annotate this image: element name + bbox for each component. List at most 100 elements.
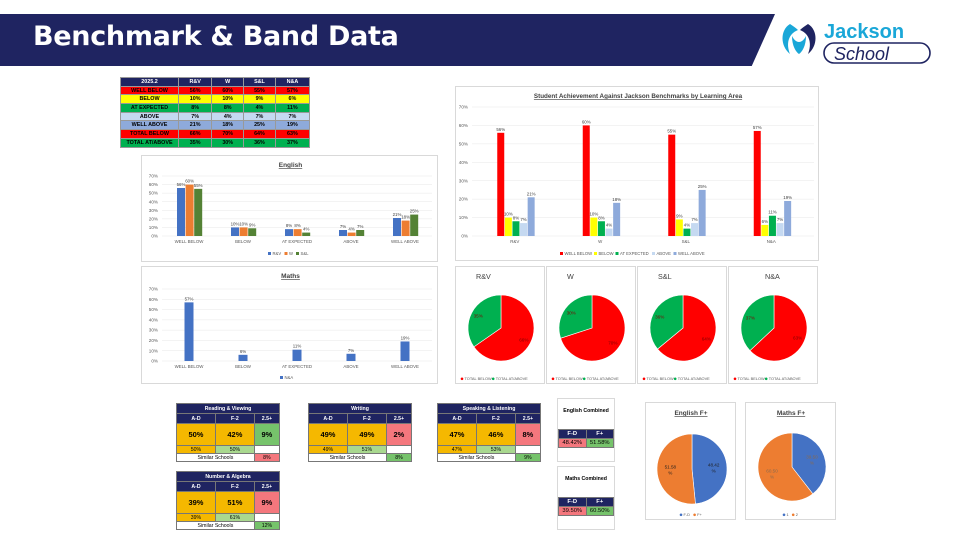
summary-row-label: BELOW [120,94,179,105]
summary-cell: 8% [177,103,213,113]
bar-r-v-well-below [177,188,185,236]
x-tick-label: N&A [767,239,776,244]
data-label: 8% [598,215,604,220]
y-tick-label: 70% [149,174,158,179]
legend-entry: WELL ABOVE [678,251,705,256]
x-tick-label: S&L [682,239,691,244]
bar-well-above-s-l [698,189,706,236]
data-label: 19% [401,335,410,340]
pie-slice-total-below [749,294,808,362]
band-value: 50% [176,423,216,446]
x-tick-label: ABOVE [343,239,358,244]
pie-na-chart: N&A 63% 37% TOTAL BELOW TOTAL AT/ABOVE [733,272,808,381]
band-value: 49% [308,423,348,446]
similar-schools-label: Similar Schools [176,521,255,530]
bar-r-v-at-expected [285,229,293,236]
pie-slice-total-below [473,294,535,362]
x-tick-label: BELOW [235,239,252,244]
summary-row-label: TOTAL BELOW [120,129,179,139]
bar-well-above-n-a [784,200,792,236]
legend-entry: W [289,251,293,256]
summary-cell: 63% [274,129,311,139]
english-chart: English 0% 10% 20% 30% 40% 50% 60% 70% WELL BELOW… [149,162,432,256]
data-label: 7% [340,224,346,229]
summary-cell: 19% [274,120,311,131]
summary-header-n-a: N&A [274,77,311,87]
pie-slice-total-below [560,294,626,362]
data-label: 7% [348,348,354,353]
y-tick-label: 10% [149,225,158,230]
similar-value: 53% [475,445,516,454]
x-tick-label: AT EXPECTED [282,239,312,244]
data-label: 4% [303,227,309,232]
y-tick-label: 60% [459,123,468,128]
bar-w-well-above [401,220,410,236]
similar-schools-value: 8% [253,453,281,462]
pie-slice-total-below [657,294,717,362]
band-col-header: F-2 [214,413,255,424]
data-label: 18% [401,215,410,220]
legend-swatch-2 [791,513,795,517]
x-tick-label: WELL BELOW [175,364,205,369]
band-col-header: A-D [176,413,216,424]
bar-w-well-below [185,184,194,236]
pie-data-label: 35% [474,314,483,319]
band-table-writing: Writing A-D F-2 2.5+ 49% 49% 2% 49% 51% Similar S… [308,403,413,462]
band-value: 42% [214,423,255,446]
summary-header-2025-2: 2025.2 [120,77,179,87]
data-label: 4% [348,227,354,232]
legend-entry: S&L [301,251,310,256]
bar-above-r-v [520,223,528,236]
legend-swatch-r-v [268,252,271,255]
band-title: Speaking & Listening [437,403,541,414]
band-col-header: 2.5+ [253,481,281,492]
x-tick-label: W [598,239,603,244]
similar-schools-label: Similar Schools [176,453,255,462]
chart-title: W [567,272,574,281]
logo-text-jackson: Jackson [824,21,904,43]
bar-s-l-below [248,228,257,236]
band-col-header: A-D [437,413,477,424]
summary-cell: 4% [211,111,245,122]
pie-data-label: 70% [608,341,617,346]
legend-swatch-total-below [733,377,737,381]
bar-well-above-w [613,202,621,236]
english-f-plus-panel: English F+ 48.42% 51.58% F-D F+ [645,402,736,520]
band-value: 51% [214,491,255,514]
legend-entry: WELL BELOW [565,251,593,256]
y-tick-label: 10% [459,215,468,220]
chart-title: Maths F+ [777,410,806,417]
bar-above-n-a [776,223,784,236]
y-tick-label: 40% [149,199,158,204]
band-title: Number & Algebra [176,471,280,482]
band-title: Writing [308,403,412,414]
data-label: 10% [231,221,240,226]
summary-row-label: WELL ABOVE [120,120,179,131]
summary-table: 2025.2 R&V W S&L N&A WELL BELOW 56% 60% 55% 57% B… [120,77,311,148]
bar-well-below-s-l [668,134,676,236]
pie-data-label: 63% [793,336,802,341]
chart-title: N&A [765,272,780,281]
legend-swatch-f [693,513,696,517]
legend-swatch-n-a [280,376,283,379]
band-value: 46% [475,423,516,446]
data-label: 10% [504,212,513,217]
band-value: 49% [346,423,387,446]
pie-na-panel: N&A 63% 37% TOTAL BELOW TOTAL AT/ABOVE [728,266,818,384]
combined-col-header: F+ [585,429,614,439]
data-label: 8% [294,223,300,228]
y-tick-label: 30% [149,328,158,333]
chart-title: English [279,162,303,169]
legend-swatch-total-at-above [582,377,586,381]
page-title: Benchmark & Band Data [33,21,399,52]
x-tick-label: AT EXPECTED [282,364,312,369]
chart-title: English F+ [674,410,707,417]
data-label: 60% [582,119,591,124]
pie-w-panel: W 70% 30% TOTAL BELOW TOTAL AT/ABOVE [546,266,636,384]
pie-data-label: % [668,471,672,476]
achievement-chart-panel: Student Achievement Against Jackson Benc… [455,86,819,261]
chart-title: Student Achievement Against Jackson Benc… [534,93,743,100]
legend-entry: TOTAL AT/ABOVE [769,376,801,381]
summary-row-label: WELL BELOW [120,85,179,96]
y-tick-label: 0% [151,234,158,239]
